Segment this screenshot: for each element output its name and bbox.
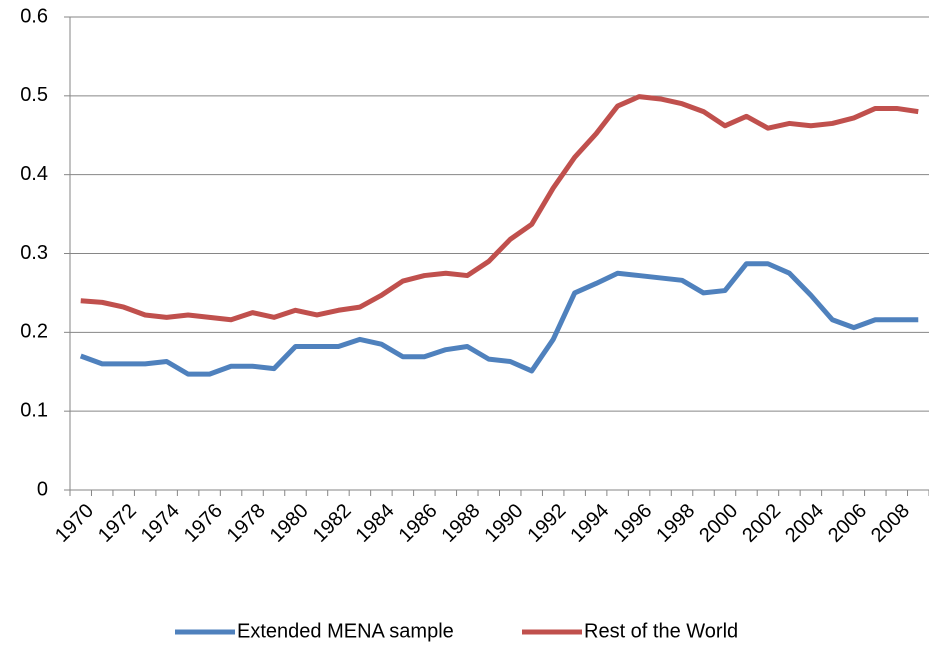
x-tick-label: 1978 [223, 500, 270, 547]
series-line [79, 261, 919, 377]
series-line [80, 94, 919, 323]
y-tick-label: 0.5 [20, 84, 48, 106]
y-tick-label: 0.1 [20, 399, 48, 421]
x-tick-label: 1994 [566, 500, 613, 547]
legend-label: Extended MENA sample [237, 620, 454, 642]
x-tick-label: 2006 [824, 500, 871, 547]
x-tick-label: 2000 [695, 500, 742, 547]
legend-label: Rest of the World [584, 620, 738, 642]
x-tick-label: 1980 [266, 500, 313, 547]
x-tick-label: 1992 [523, 500, 570, 547]
x-tick-label: 1982 [309, 500, 356, 547]
x-tick-label: 1970 [51, 500, 98, 547]
y-tick-label: 0.2 [20, 321, 48, 343]
x-tick-label: 1974 [137, 500, 184, 547]
y-tick-label: 0.3 [20, 242, 48, 264]
x-tick-label: 1988 [438, 500, 485, 547]
x-tick-label: 2002 [738, 500, 785, 547]
x-tick-label: 1984 [352, 500, 399, 547]
x-tick-label: 1972 [94, 500, 141, 547]
x-tick-label: 1986 [395, 500, 442, 547]
x-tick-label: 1990 [480, 500, 527, 547]
y-tick-label: 0.6 [20, 5, 48, 27]
y-tick-label: 0 [37, 478, 48, 500]
x-tick-label: 1998 [652, 500, 699, 547]
x-tick-label: 1976 [180, 500, 227, 547]
x-tick-label: 2004 [781, 500, 828, 547]
y-tick-label: 0.4 [20, 163, 48, 185]
x-tick-label: 2008 [867, 500, 914, 547]
x-tick-label: 1996 [609, 500, 656, 547]
